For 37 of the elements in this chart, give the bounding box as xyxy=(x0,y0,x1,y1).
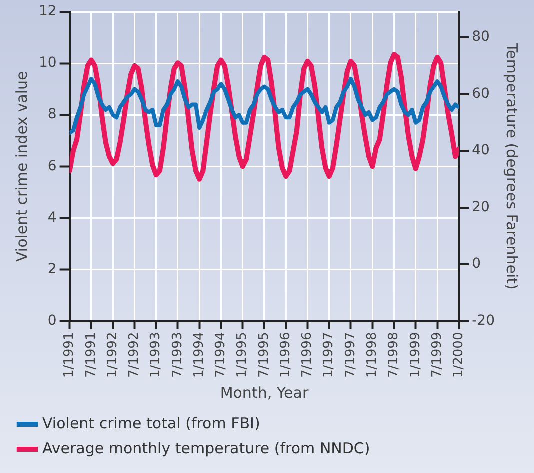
x-tick-label: 7/1997 xyxy=(343,332,358,378)
y2-tick-label: 40 xyxy=(472,142,490,159)
x-axis-title: Month, Year xyxy=(220,384,310,402)
y-tick-label: 4 xyxy=(48,210,57,226)
y-tick-label: 12 xyxy=(38,4,57,20)
x-tick-label: 1/1997 xyxy=(322,332,337,378)
y-tick-label: 10 xyxy=(38,55,57,72)
x-tick-label: 7/1993 xyxy=(170,332,186,378)
x-tick-label: 1/2000 xyxy=(452,332,467,378)
y2-tick-label: 0 xyxy=(472,256,482,272)
y-tick-label: 2 xyxy=(48,261,57,278)
x-tick-label: 7/1999 xyxy=(430,332,445,378)
y-tick-label: 0 xyxy=(48,312,57,329)
legend-label: Average monthly temperature (from NNDC) xyxy=(42,439,370,458)
x-tick-label: 1/1999 xyxy=(408,332,424,378)
y2-tick-label: 80 xyxy=(472,29,490,46)
y2-tick-label: -20 xyxy=(472,312,496,329)
legend-label: Violent crime total (from FBI) xyxy=(42,414,260,432)
y2-tick-label: 20 xyxy=(472,199,490,216)
x-tick-label: 1/1995 xyxy=(235,332,250,378)
x-tick-label: 7/1996 xyxy=(300,332,316,378)
x-tick-label: 1/1996 xyxy=(278,332,294,378)
x-tick-label: 7/1991 xyxy=(84,332,99,378)
x-tick-label: 7/1992 xyxy=(127,332,142,378)
x-tick-label: 1/1994 xyxy=(192,332,207,378)
y2-axis-title: Temperature (degrees Farenheit) xyxy=(503,42,522,290)
x-tick-label: 7/1998 xyxy=(386,332,402,378)
x-tick-label: 1/1992 xyxy=(105,332,120,378)
y-tick-label: 6 xyxy=(48,158,57,174)
x-tick-label: 1/1993 xyxy=(148,332,164,378)
y2-tick-label: 60 xyxy=(472,86,490,102)
y-axis-title: Violent crime index value xyxy=(12,71,31,262)
x-tick-label: 7/1994 xyxy=(214,332,229,378)
x-tick-label: 1/1991 xyxy=(62,332,78,378)
y-tick-label: 8 xyxy=(48,106,57,123)
x-tick-label: 7/1995 xyxy=(256,332,272,378)
x-tick-label: 1/1998 xyxy=(364,332,380,378)
